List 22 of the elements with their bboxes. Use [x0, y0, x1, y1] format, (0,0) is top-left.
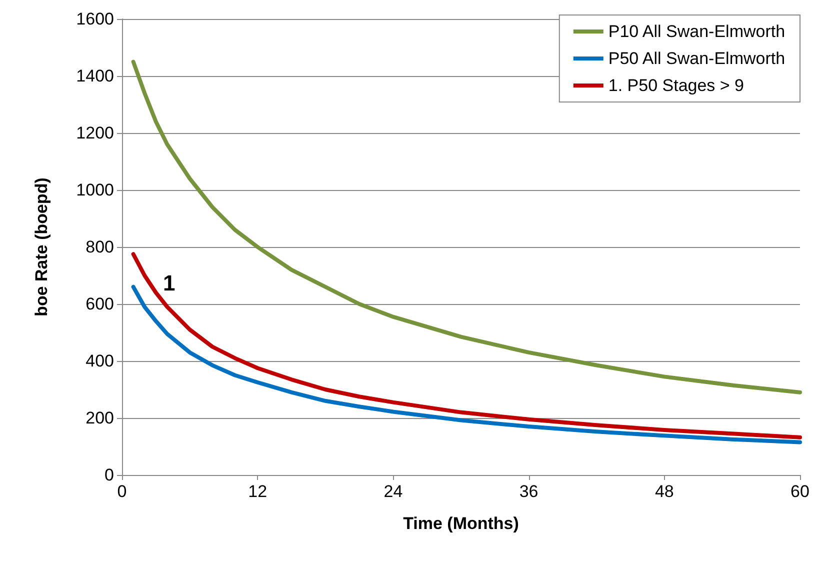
y-tick-label: 1000: [76, 180, 114, 200]
annotation: 1: [163, 270, 176, 296]
x-tick-label: 12: [248, 482, 268, 501]
y-tick-label: 400: [86, 352, 114, 370]
x-tick-label: 60: [790, 482, 810, 501]
y-tick-label: 600: [86, 294, 114, 314]
x-tick-label: 0: [117, 482, 127, 501]
y-axis-title: boe Rate (boepd): [32, 178, 51, 316]
y-tick-label: 1400: [76, 66, 114, 86]
y-tick-label: 200: [86, 408, 114, 428]
legend-label: P10 All Swan-Elmworth: [608, 22, 786, 41]
x-tick-label: 48: [654, 482, 674, 501]
y-tick-label: 800: [86, 238, 114, 256]
y-tick-label: 1200: [76, 124, 114, 142]
legend-label: 1. P50 Stages > 9: [608, 76, 744, 95]
y-tick-label: 1600: [76, 10, 114, 28]
x-axis-title: Time (Months): [403, 514, 519, 533]
legend-label: P50 All Swan-Elmworth: [608, 49, 786, 68]
line-series: [131, 252, 802, 440]
x-tick-label: 24: [384, 482, 403, 501]
y-tick-label: 0: [104, 466, 114, 484]
x-tick-label: 36: [519, 482, 538, 501]
